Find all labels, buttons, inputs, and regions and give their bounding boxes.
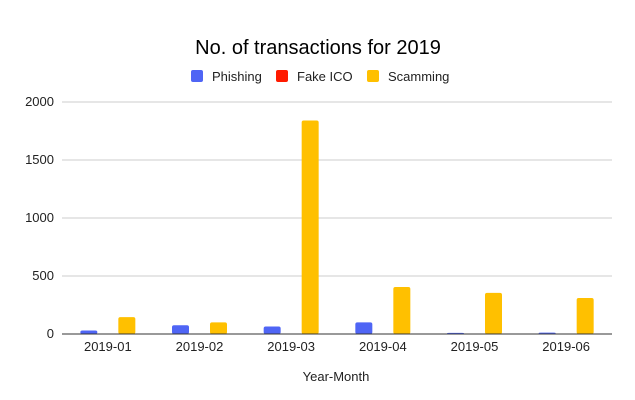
bar-phishing-2019-01	[80, 330, 98, 334]
x-axis-label: Year-Month	[303, 369, 370, 384]
legend-swatch-phishing	[191, 70, 203, 82]
y-tick-label-500: 500	[32, 268, 54, 283]
x-tick-label-2019-02: 2019-02	[176, 339, 224, 354]
legend-label-phishing: Phishing	[212, 69, 262, 84]
x-tick-label-2019-01: 2019-01	[84, 339, 132, 354]
y-tick-label-2000: 2000	[25, 94, 54, 109]
bar-scamming-2019-03	[301, 120, 319, 334]
x-tick-label-2019-03: 2019-03	[267, 339, 315, 354]
legend-swatch-scamming	[367, 70, 379, 82]
x-tick-label-2019-05: 2019-05	[451, 339, 499, 354]
bar-phishing-2019-03	[263, 326, 281, 334]
legend-label-fake-ico: Fake ICO	[297, 69, 353, 84]
x-tick-label-2019-04: 2019-04	[359, 339, 407, 354]
bar-scamming-2019-06	[576, 298, 594, 334]
x-tick-label-2019-06: 2019-06	[542, 339, 590, 354]
gridlines	[62, 101, 612, 277]
legend-swatch-fake-ico	[276, 70, 288, 82]
x-axis-ticks: 2019-01 2019-02 2019-03 2019-04 2019-05 2019-…	[84, 339, 590, 354]
bar-phishing-2019-02	[172, 325, 189, 334]
y-axis-ticks: 0 500 1000 1500 2000	[25, 94, 54, 341]
legend-label-scamming: Scamming	[388, 69, 449, 84]
bar-scamming-2019-04	[393, 287, 411, 334]
chart-title: No. of transactions for 2019	[195, 37, 441, 59]
bar-scamming-2019-01	[118, 317, 136, 334]
y-tick-label-0: 0	[47, 326, 54, 341]
y-tick-label-1500: 1500	[25, 152, 54, 167]
bars	[80, 120, 594, 334]
y-tick-label-1000: 1000	[25, 210, 54, 225]
bar-phishing-2019-04	[355, 322, 373, 334]
bar-scamming-2019-05	[485, 292, 502, 334]
bar-scamming-2019-02	[210, 322, 227, 334]
legend: Phishing Fake ICO Scamming	[191, 69, 449, 84]
